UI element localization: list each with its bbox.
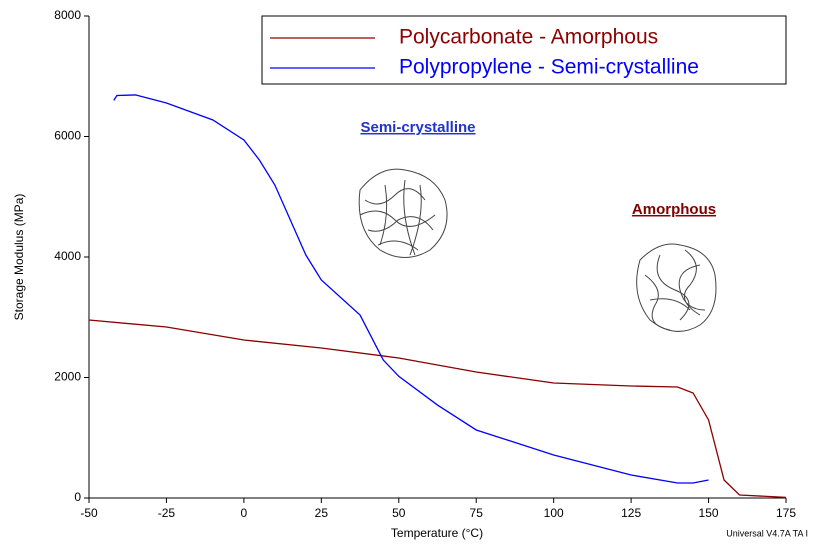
y-tick-label: 2000: [54, 370, 81, 384]
legend-label: Polypropylene - Semi-crystalline: [399, 56, 699, 79]
y-tick-label: 8000: [54, 8, 81, 22]
x-tick-label: -25: [158, 506, 176, 520]
x-tick-label: 100: [544, 506, 564, 520]
y-tick-label: 0: [74, 490, 81, 504]
x-tick-label: 50: [392, 506, 406, 520]
x-tick-label: 150: [699, 506, 719, 520]
annotation: Amorphous: [632, 201, 716, 218]
legend-label: Polycarbonate - Amorphous: [399, 26, 658, 49]
x-tick-label: 25: [315, 506, 329, 520]
annotation: Semi-crystalline: [360, 119, 475, 136]
series-line: [88, 319, 787, 499]
x-tick-label: 125: [621, 506, 641, 520]
footer: Universal V4.7A TA I: [726, 528, 808, 538]
x-axis-label: Temperature (°C): [391, 526, 483, 540]
y-tick-label: 4000: [54, 249, 81, 263]
amorphous-illustration: [636, 243, 717, 332]
x-tick-label: 0: [241, 506, 248, 520]
legend-box: [261, 15, 787, 85]
y-axis-label: Storage Modulus (MPa): [12, 194, 26, 321]
x-tick-label: 75: [470, 506, 484, 520]
series-line: [113, 94, 709, 484]
y-tick-label: 6000: [54, 129, 81, 143]
x-tick-label: 175: [776, 506, 796, 520]
x-tick-label: -50: [80, 506, 98, 520]
semi-crystalline-illustration: [358, 168, 448, 258]
